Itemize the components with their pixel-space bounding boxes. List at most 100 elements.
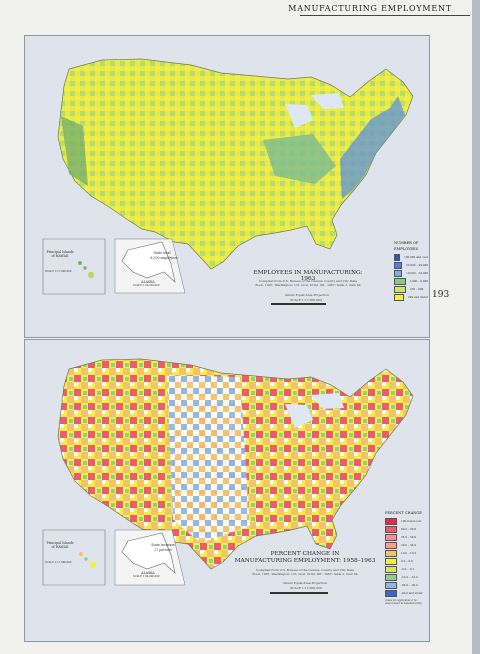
alaska-title: ALASKA: [141, 280, 155, 284]
map2-projection: Albers Equal Area Projection: [282, 581, 328, 585]
page-header: MANUFACTURING EMPLOYMENT: [288, 4, 470, 34]
legend-title: PERCENT CHANGE: [385, 511, 422, 515]
map2-title-line2: MANUFACTURING EMPLOYMENT: 1958–1963: [234, 558, 376, 564]
hawaii-scale: SCALE 1:17,000,000: [45, 561, 72, 564]
legend-item: 250 – 999: [394, 285, 428, 293]
legend-label: 249 and under: [408, 295, 428, 299]
legend-item: 0.0 – 9.9: [385, 557, 427, 565]
map2-legend: PERCENT CHANGE 100.0 and over 60.0 – 99.…: [385, 511, 427, 605]
legend-item: 100,000 and over: [394, 253, 428, 261]
legend-label: -39.9 – -20.0: [401, 583, 418, 587]
employees-map: [42, 58, 414, 295]
map1-title: EMPLOYEES IN MANUFACTURING: 1963: [253, 270, 363, 283]
legend-label: -40.0 and under: [401, 591, 423, 595]
header-rule: [300, 15, 470, 16]
map1-projection: Albers Equal Area Projection: [284, 293, 330, 297]
hawaii-inset-frame: [42, 238, 106, 295]
legend-swatch: [394, 285, 406, 293]
legend-label: 20.0 – 34.9: [401, 543, 417, 547]
legend-swatch: [394, 293, 405, 301]
alaska-note-line1: State total: [153, 251, 171, 255]
alaska-shape: [121, 532, 176, 574]
alaska-title: ALASKA: [141, 571, 155, 575]
map2-credit-line1: Compiled from U.S. Bureau of the Census,…: [255, 568, 355, 572]
legend-label: 250 – 999: [410, 287, 424, 291]
map1-scale: SCALE 1:17,000,000: [290, 298, 322, 302]
legend-item: 10.0 – 19.9: [385, 549, 427, 557]
scale-bar: [271, 303, 326, 305]
legend-item: -9.9 – -0.1: [385, 565, 427, 573]
hawaii-island: [84, 557, 88, 561]
alaska-note-line2: 27 percent: [154, 548, 172, 552]
legend-label: 100,000 and over: [404, 255, 428, 259]
alaska-note-line2: 6,300 employees: [150, 256, 178, 260]
page-title: MANUFACTURING EMPLOYMENT: [288, 4, 452, 13]
legend-label: -19.9 – -10.0: [401, 575, 418, 579]
legend-swatch: [385, 533, 397, 541]
legend-item: -19.9 – -10.0: [385, 573, 427, 581]
map1-credit-line2: Book, 1967, Washington, U.S. Govt. Print…: [255, 283, 361, 287]
map2-scale: SCALE 1:17,000,000: [290, 586, 322, 590]
hawaii-scale: SCALE 1:17,000,000: [45, 270, 72, 273]
percent-change-map-panel: Principal Islands of HAWAII SCALE 1:17,0…: [24, 339, 430, 642]
legend-item: 25,000 – 99,999: [394, 261, 428, 269]
legend-label: 10,000 – 24,999: [406, 271, 428, 275]
employees-map-panel: Principal Islands of HAWAII SCALE 1:17,0…: [24, 35, 430, 338]
scale-bar: [270, 592, 328, 594]
map2-credit-line2: Book, 1967, Washington, U.S. Govt. Print…: [252, 572, 358, 576]
plains-region-shade: [167, 375, 250, 543]
page-number: 193: [432, 290, 450, 300]
legend-swatch: [385, 517, 397, 525]
west-coast-shade: [61, 116, 88, 186]
legend-swatch: [385, 565, 397, 573]
legend-swatch: [385, 589, 397, 597]
northeast-region-shade: [340, 96, 405, 199]
legend-label: 100.0 and over: [401, 519, 422, 523]
legend-swatch: [385, 581, 397, 589]
page-edge: [472, 0, 480, 654]
legend-label: 0.0 – 9.9: [401, 559, 413, 563]
legend-label: 60.0 – 99.9: [401, 527, 417, 531]
alaska-scale: SCALE 1:34,000,000: [133, 575, 160, 578]
legend-swatch: [385, 549, 397, 557]
legend-item: 60.0 – 99.9: [385, 525, 427, 533]
legend-label: 10.0 – 19.9: [401, 551, 417, 555]
legend-item: -39.9 – -20.0: [385, 581, 427, 589]
alaska-scale: SCALE 1:34,000,000: [133, 284, 160, 287]
hawaii-title: Principal Islands of HAWAII: [46, 541, 74, 549]
midwest-region-shade: [263, 134, 336, 184]
legend-swatch: [394, 269, 403, 277]
alaska-note-line1: State increase: [151, 543, 175, 547]
hawaii-island: [83, 266, 87, 270]
lake-michigan-shape: [285, 104, 313, 128]
hawaii-island: [78, 261, 82, 265]
lake-michigan-shape: [285, 404, 313, 428]
legend-title-line1: NUMBER OF: [394, 241, 419, 245]
legend-swatch: [385, 525, 397, 533]
legend-label: 1,000 – 9,999: [409, 279, 428, 283]
legend-item: 20.0 – 34.9: [385, 541, 427, 549]
hawaii-title: Principal Islands of HAWAII: [46, 250, 74, 258]
map2-title-line1: PERCENT CHANGE IN: [270, 551, 340, 557]
legend-label: 35.0 – 59.9: [401, 535, 417, 539]
hawaii-island: [79, 552, 83, 556]
lake-huron-shape: [311, 93, 344, 109]
map1-legend: NUMBER OF EMPLOYEES 100,000 and over 25,…: [394, 241, 428, 301]
hawaii-island: [89, 561, 97, 569]
legend-item: 100.0 and over: [385, 517, 427, 525]
hawaii-inset-frame: [42, 529, 106, 586]
legend-swatch: [394, 261, 403, 269]
percent-change-map: [42, 358, 414, 586]
legend-item: -40.0 and under: [385, 589, 427, 597]
legend-swatch: [385, 541, 397, 549]
legend-title-line2: EMPLOYEES: [394, 247, 419, 251]
legend-label: 25,000 – 99,999: [406, 263, 428, 267]
legend-item: 35.0 – 59.9: [385, 533, 427, 541]
legend-label: -9.9 – -0.1: [401, 567, 415, 571]
legend-item: 1,000 – 9,999: [394, 277, 428, 285]
legend-swatch: [385, 557, 397, 565]
legend-note: Areas not applicable or no employment in…: [385, 599, 422, 605]
contiguous-us-shape: [57, 58, 414, 270]
hawaii-island: [87, 271, 95, 279]
legend-item: 10,000 – 24,999: [394, 269, 428, 277]
